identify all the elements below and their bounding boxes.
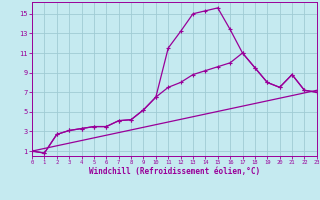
X-axis label: Windchill (Refroidissement éolien,°C): Windchill (Refroidissement éolien,°C) (89, 167, 260, 176)
